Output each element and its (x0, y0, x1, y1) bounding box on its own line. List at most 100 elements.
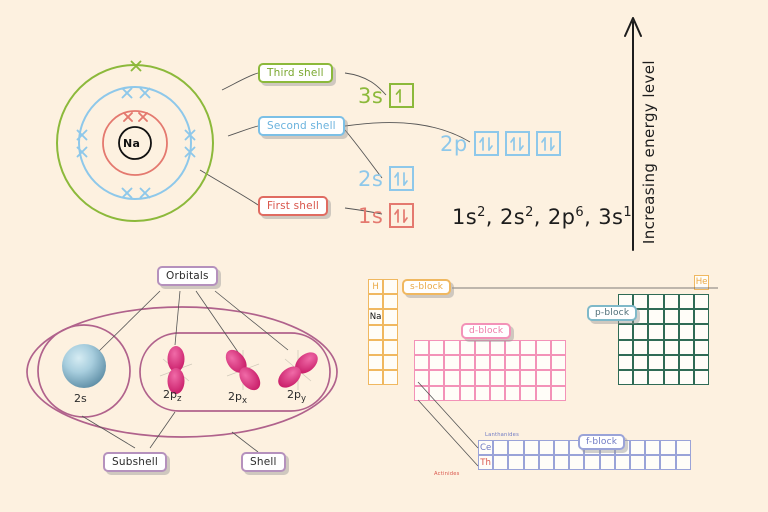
s-block-cell[interactable] (368, 339, 384, 355)
d-block-cell[interactable] (474, 355, 490, 371)
s-block-cell[interactable] (368, 370, 384, 386)
p-block-cell[interactable] (648, 370, 664, 386)
p-block-cell[interactable] (618, 324, 634, 340)
p-block-cell[interactable] (694, 309, 710, 325)
d-block-cell[interactable] (550, 385, 566, 401)
d-block-cell[interactable] (490, 370, 506, 386)
d-block-cell[interactable] (474, 385, 490, 401)
d-block-cell[interactable] (490, 385, 506, 401)
f-block-cell[interactable] (645, 440, 661, 456)
d-block-cell[interactable] (429, 340, 445, 356)
p-block-cell[interactable] (663, 370, 679, 386)
s-block-cell[interactable] (368, 294, 384, 310)
s-block-cell[interactable] (383, 339, 399, 355)
p-block-cell[interactable] (648, 324, 664, 340)
f-block-cell[interactable] (478, 455, 494, 471)
f-block-cell[interactable] (493, 455, 509, 471)
orbital-box-2p-2[interactable] (504, 131, 530, 156)
d-block-cell[interactable] (444, 385, 460, 401)
callout-d-block[interactable]: d-block (461, 323, 512, 340)
f-block-cell[interactable] (523, 440, 539, 456)
callout-first-shell[interactable]: First shell (258, 196, 329, 217)
f-block-cell[interactable] (645, 455, 661, 471)
d-block-cell[interactable] (520, 340, 536, 356)
callout-third-shell[interactable]: Third shell (258, 63, 333, 84)
p-block-cell[interactable] (694, 294, 710, 310)
p-block-cell[interactable] (694, 354, 710, 370)
p-block-cell[interactable] (633, 294, 649, 310)
d-block-cell[interactable] (414, 370, 430, 386)
f-block-cell[interactable] (523, 455, 539, 471)
d-block-cell[interactable] (429, 355, 445, 371)
d-block-cell[interactable] (474, 340, 490, 356)
p-block-cell[interactable] (633, 339, 649, 355)
d-block-cell[interactable] (490, 340, 506, 356)
p-block-cell[interactable] (633, 370, 649, 386)
f-block-cell[interactable] (538, 440, 554, 456)
callout-p-block[interactable]: p-block (587, 305, 638, 322)
orbital-box-2p-1[interactable] (473, 131, 499, 156)
p-block-cell[interactable] (633, 354, 649, 370)
d-block-cell[interactable] (550, 355, 566, 371)
s-block-cell[interactable] (383, 370, 399, 386)
d-block-cell[interactable] (550, 340, 566, 356)
d-block-cell[interactable] (459, 370, 475, 386)
f-block-cell[interactable] (614, 455, 630, 471)
p-block-cell[interactable] (633, 324, 649, 340)
s-block-cell[interactable] (383, 355, 399, 371)
s-block-cell[interactable] (368, 355, 384, 371)
d-block-cell[interactable] (505, 385, 521, 401)
p-block-cell[interactable] (663, 354, 679, 370)
d-block-cell[interactable] (429, 385, 445, 401)
p-block-cell[interactable] (663, 324, 679, 340)
p-block-cell[interactable] (618, 354, 634, 370)
p-block-cell[interactable] (648, 309, 664, 325)
orbital-box-3s-1[interactable] (389, 83, 415, 108)
d-block-cell[interactable] (459, 385, 475, 401)
p-block-cell[interactable] (694, 339, 710, 355)
d-block-cell[interactable] (505, 355, 521, 371)
p-block-cell[interactable] (663, 339, 679, 355)
callout-s-block[interactable]: s-block (402, 279, 452, 296)
d-block-cell[interactable] (444, 355, 460, 371)
callout-orbitals[interactable]: Orbitals (157, 266, 218, 287)
d-block-cell[interactable] (459, 340, 475, 356)
callout-subshell[interactable]: Subshell (103, 452, 168, 473)
d-block-cell[interactable] (474, 370, 490, 386)
s-block-cell[interactable] (383, 324, 399, 340)
f-block-cell[interactable] (675, 440, 691, 456)
d-block-cell[interactable] (429, 370, 445, 386)
f-block-cell[interactable] (660, 455, 676, 471)
f-block-cell[interactable] (599, 455, 615, 471)
p-block-cell[interactable] (678, 324, 694, 340)
f-block-cell[interactable] (554, 440, 570, 456)
f-block-cell[interactable] (660, 440, 676, 456)
orbital-box-2p-3[interactable] (535, 131, 561, 156)
p-block-cell[interactable] (678, 370, 694, 386)
f-block-cell[interactable] (630, 455, 646, 471)
d-block-cell[interactable] (414, 355, 430, 371)
d-block-cell[interactable] (414, 340, 430, 356)
d-block-cell[interactable] (535, 370, 551, 386)
s-block-cell[interactable] (383, 279, 399, 295)
p-block-cell[interactable] (663, 309, 679, 325)
element-cell-He[interactable] (694, 274, 710, 290)
callout-shell[interactable]: Shell (241, 452, 286, 473)
s-block-cell[interactable] (383, 309, 399, 325)
s-block-cell[interactable] (368, 279, 384, 295)
f-block-cell[interactable] (554, 455, 570, 471)
p-block-cell[interactable] (678, 354, 694, 370)
d-block-cell[interactable] (459, 355, 475, 371)
p-block-cell[interactable] (618, 370, 634, 386)
f-block-cell[interactable] (508, 440, 524, 456)
d-block-cell[interactable] (535, 340, 551, 356)
s-block-cell[interactable] (368, 324, 384, 340)
callout-f-block[interactable]: f-block (578, 434, 626, 451)
d-block-cell[interactable] (505, 370, 521, 386)
s-block-cell[interactable] (368, 309, 384, 325)
p-block-cell[interactable] (648, 294, 664, 310)
p-block-cell[interactable] (678, 294, 694, 310)
f-block-cell[interactable] (569, 455, 585, 471)
d-block-cell[interactable] (535, 385, 551, 401)
p-block-cell[interactable] (678, 309, 694, 325)
